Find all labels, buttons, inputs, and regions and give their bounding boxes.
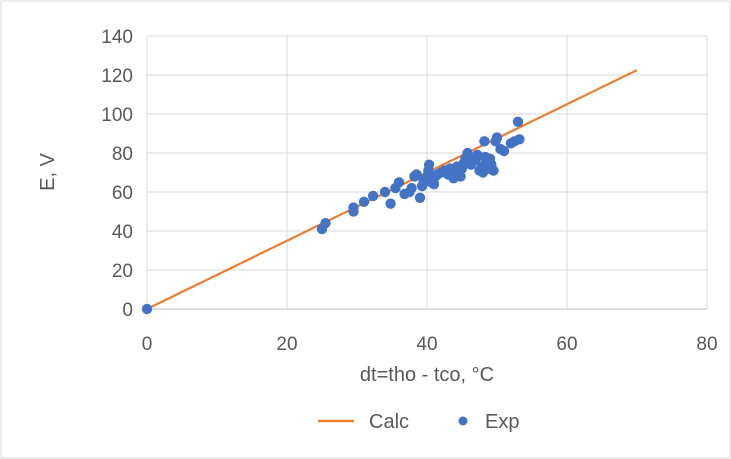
y-tick-label: 0	[122, 300, 133, 321]
legend: Calc Exp	[318, 411, 519, 433]
exp-data-point	[411, 169, 422, 180]
exp-data-point	[428, 179, 440, 190]
exp-data-point	[141, 303, 153, 315]
x-tick-label: 80	[696, 334, 717, 355]
exp-data-point	[385, 198, 396, 209]
exp-data-point	[379, 186, 391, 198]
legend-exp-label: Exp	[485, 411, 519, 433]
exp-data-point	[479, 136, 490, 147]
x-tick-label: 20	[276, 334, 297, 355]
exp-data-point	[367, 190, 379, 202]
x-tick-label: 40	[416, 334, 437, 355]
x-tick-label: 60	[556, 334, 577, 355]
exp-data-point	[320, 218, 331, 229]
exp-data-point	[498, 145, 510, 157]
y-tick-label: 60	[112, 183, 133, 204]
gridlines	[146, 35, 708, 310]
exp-data-point	[491, 132, 503, 143]
y-axis-title: E, V	[37, 152, 59, 190]
y-tick-label: 140	[101, 27, 133, 48]
x-tick-label: 0	[142, 334, 153, 355]
exp-data-point	[488, 165, 499, 176]
exp-data-point	[358, 196, 370, 207]
exp-data-point	[414, 192, 426, 203]
exp-data-point	[512, 116, 524, 128]
exp-data-point	[455, 171, 466, 182]
y-tick-label: 20	[112, 261, 133, 282]
y-tick-label: 40	[112, 222, 133, 243]
exp-data-point	[393, 177, 405, 188]
legend-calc-label: Calc	[369, 411, 409, 433]
exp-data-point	[423, 159, 435, 170]
legend-exp-swatch	[458, 416, 468, 426]
y-tick-label: 100	[101, 105, 133, 126]
exp-data-point	[514, 134, 525, 145]
exp-data-point	[406, 182, 417, 194]
plot-area	[141, 69, 638, 315]
exp-data-point	[348, 202, 359, 213]
axes: 0 20 40 60 80 100 120 140 0 20 40 60 80	[101, 27, 717, 355]
y-tick-label: 80	[112, 144, 133, 165]
y-tick-label: 120	[101, 66, 133, 87]
x-axis-title: dt=tho - tco, °C	[360, 364, 494, 386]
